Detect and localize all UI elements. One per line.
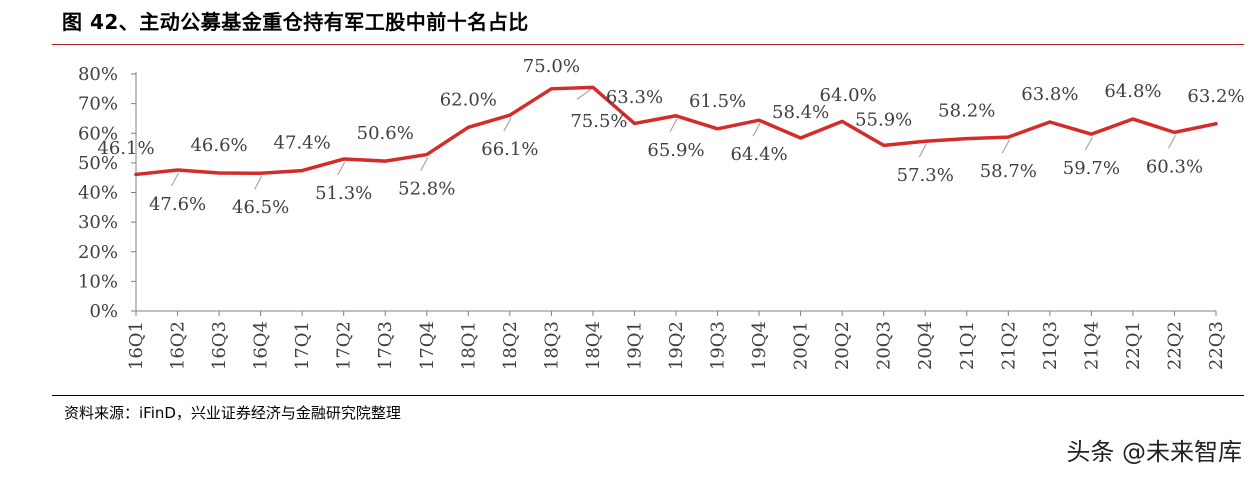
y-tick-label: 30% <box>78 212 118 233</box>
data-labels: 46.1% 47.6% 46.6% 46.5% 47.4% 51.3% 50.6% 52.8%… <box>97 56 1244 218</box>
leader-line <box>337 161 346 176</box>
data-label: 46.6% <box>190 135 247 156</box>
leader-line <box>752 122 761 137</box>
y-tick-label: 40% <box>78 183 118 204</box>
y-tick-label: 60% <box>78 123 118 144</box>
data-label: 60.3% <box>1146 156 1203 177</box>
leader-line <box>1001 139 1010 154</box>
data-label: 64.0% <box>820 85 877 106</box>
data-label: 75.5% <box>570 111 627 132</box>
x-tick-label: 19Q4 <box>749 321 770 370</box>
y-axis-ticks: 0% 10% 20% 30% 40% 50% 60% 70% 80% <box>78 64 136 322</box>
data-label: 50.6% <box>357 123 414 144</box>
data-label: 64.4% <box>730 144 787 165</box>
data-label: 57.3% <box>897 165 954 186</box>
x-axis-ticks: 16Q1 16Q2 16Q3 16Q4 17Q1 17Q2 17Q3 17Q4 18Q1 18Q2… <box>126 311 1227 370</box>
source-note: 资料来源：iFinD，兴业证券经济与金融研究院整理 <box>64 404 401 422</box>
leader-line <box>576 88 592 100</box>
data-label: 63.2% <box>1187 86 1244 107</box>
data-label: 46.1% <box>97 138 154 159</box>
x-tick-label: 19Q3 <box>708 321 729 370</box>
data-label: 59.7% <box>1063 158 1120 179</box>
x-tick-label: 17Q4 <box>417 321 438 370</box>
data-label: 51.3% <box>315 183 372 204</box>
data-label: 58.4% <box>772 102 829 123</box>
x-tick-label: 16Q2 <box>168 321 189 370</box>
y-tick-label: 50% <box>78 153 118 174</box>
x-tick-label: 21Q1 <box>957 321 978 370</box>
data-label: 47.6% <box>149 194 206 215</box>
x-tick-label: 17Q1 <box>292 321 313 370</box>
y-tick-label: 80% <box>78 64 118 85</box>
x-tick-label: 20Q4 <box>915 321 936 370</box>
leader-line <box>171 172 180 187</box>
chart-axes <box>135 72 1216 312</box>
x-tick-label: 18Q2 <box>500 321 521 370</box>
x-tick-label: 22Q2 <box>1164 321 1185 370</box>
data-series <box>134 85 1218 177</box>
leader-line <box>918 143 927 158</box>
x-tick-label: 22Q3 <box>1206 321 1227 370</box>
data-label: 62.0% <box>440 89 497 110</box>
y-tick-label: 0% <box>89 301 118 322</box>
data-label: 61.5% <box>689 91 746 112</box>
data-label: 63.3% <box>606 87 663 108</box>
x-tick-label: 16Q4 <box>251 321 272 370</box>
x-tick-label: 17Q2 <box>334 321 355 370</box>
y-tick-label: 10% <box>78 271 118 292</box>
x-tick-label: 21Q2 <box>998 321 1019 370</box>
leader-line <box>669 118 678 133</box>
x-tick-label: 18Q1 <box>458 321 479 370</box>
data-label: 58.2% <box>938 101 995 122</box>
leader-line <box>254 175 263 190</box>
x-tick-label: 16Q3 <box>209 321 230 370</box>
label-leader-lines <box>171 88 1176 190</box>
leader-line <box>503 117 512 132</box>
data-label: 55.9% <box>855 109 912 130</box>
footer-rule <box>52 395 1244 396</box>
figure-title: 图 42、主动公募基金重仓持有军工股中前十名占比 <box>62 10 529 34</box>
x-tick-label: 20Q1 <box>791 321 812 370</box>
leader-line <box>420 157 429 171</box>
y-tick-label: 70% <box>78 94 118 115</box>
data-label: 63.8% <box>1021 84 1078 105</box>
series-line <box>134 85 1218 177</box>
line-chart: 0%10%20%30%40%50%60%70%80% 16Q1 16Q2 16Q3 1… <box>78 56 1245 370</box>
x-tick-label: 22Q1 <box>1123 321 1144 370</box>
data-label: 47.4% <box>274 133 331 154</box>
data-label: 64.8% <box>1104 81 1161 102</box>
x-tick-label: 18Q4 <box>583 321 604 370</box>
x-tick-label: 19Q1 <box>624 321 645 370</box>
y-tick-label: 20% <box>78 242 118 263</box>
data-label: 66.1% <box>481 139 538 160</box>
data-label: 58.7% <box>980 161 1037 182</box>
x-tick-label: 16Q1 <box>126 321 147 370</box>
x-tick-label: 19Q2 <box>666 321 687 370</box>
data-label: 46.5% <box>232 197 289 218</box>
x-tick-label: 21Q4 <box>1081 321 1102 370</box>
data-label: 65.9% <box>647 140 704 161</box>
x-tick-label: 18Q3 <box>541 321 562 370</box>
x-tick-label: 21Q3 <box>1040 321 1061 370</box>
title-rule <box>52 44 1244 45</box>
data-label: 52.8% <box>398 179 455 200</box>
data-label: 75.0% <box>523 56 580 77</box>
leader-line <box>1084 136 1093 151</box>
leader-line <box>1167 135 1176 149</box>
watermark: 头条 @未来智库 <box>1066 438 1242 466</box>
x-tick-label: 20Q3 <box>874 321 895 370</box>
x-tick-label: 17Q3 <box>375 321 396 370</box>
x-tick-label: 20Q2 <box>832 321 853 370</box>
